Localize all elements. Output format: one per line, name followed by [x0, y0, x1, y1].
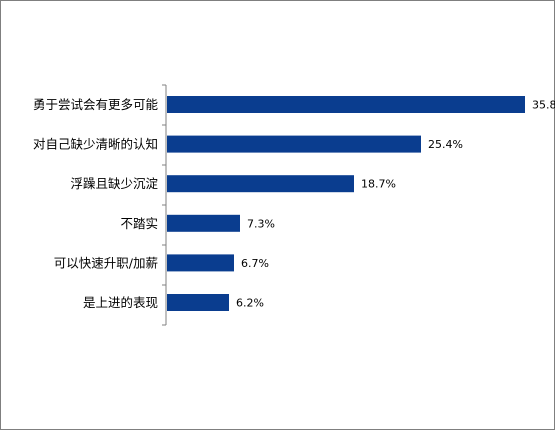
value-labels: 35.8% 25.4% 18.7% 7.3% 6.7% 6.2% — [236, 99, 555, 310]
bars — [167, 96, 525, 311]
category-label: 不踏实 — [120, 216, 158, 231]
bar — [167, 135, 421, 153]
category-label: 可以快速升职/加薪 — [54, 255, 158, 270]
y-axis — [162, 84, 167, 326]
value-label: 7.3% — [247, 217, 275, 230]
value-label: 6.2% — [236, 297, 264, 310]
value-label: 25.4% — [428, 138, 463, 151]
category-label: 浮躁且缺少沉淀 — [70, 176, 158, 191]
value-label: 6.7% — [241, 257, 269, 270]
value-label: 18.7% — [361, 178, 396, 191]
bar — [167, 214, 240, 232]
bar — [167, 294, 229, 311]
value-label: 35.8% — [532, 99, 555, 112]
category-label: 对自己缺少清晰的认知 — [33, 137, 158, 152]
category-labels: 勇于尝试会有更多可能对自己缺少清晰的认知浮躁且缺少沉淀不踏实可以快速升职/加薪是… — [33, 97, 159, 310]
category-label: 是上进的表现 — [83, 295, 158, 310]
category-label: 勇于尝试会有更多可能 — [33, 97, 159, 112]
bar — [167, 96, 525, 113]
bar — [167, 254, 234, 272]
bar — [167, 175, 354, 193]
